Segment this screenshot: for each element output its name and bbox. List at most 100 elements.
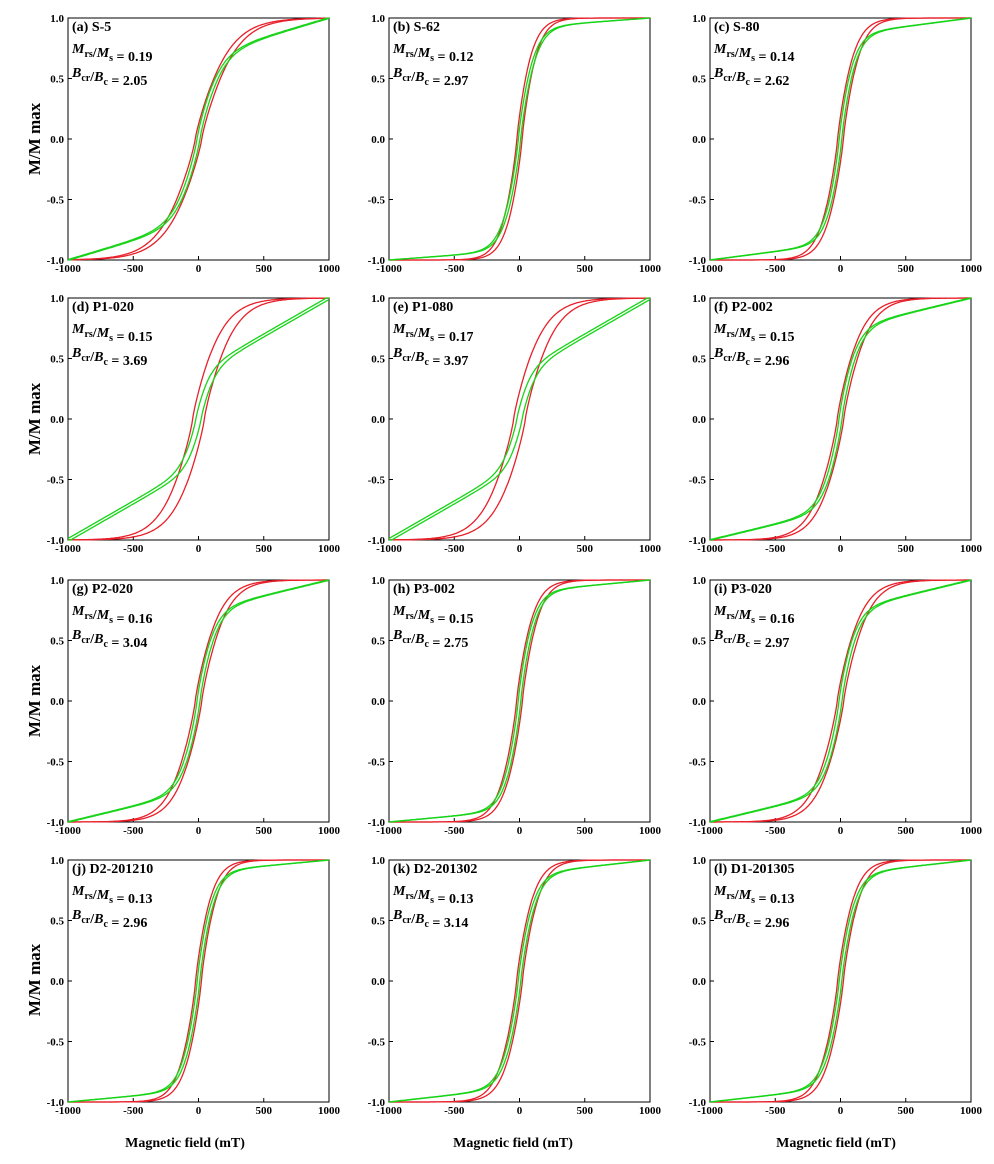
x-tick-label: 1000 [960,263,983,275]
bcr-bc-ratio: Bcr/Bc = 3.04 [71,628,147,651]
x-tick-label: 1000 [960,825,983,837]
y-tick-label: 0.0 [50,134,64,146]
mrs-ms-ratio: Mrs/Ms = 0.13 [71,884,153,907]
y-tick-label: -1.0 [47,255,65,267]
panel-10: -1000 -500 0 500 1000 -1.0 -0.5 0.0 0.5 1.0 (j) D2… [47,855,341,1117]
x-tick-label: -500 [444,263,465,275]
x-tick-label: 1000 [318,1105,341,1117]
y-axis-label-row-2: M/M max [25,382,44,455]
panel-12: -1000 -500 0 500 1000 -1.0 -0.5 0.0 0.5 1.0 (l) D1… [689,855,983,1117]
bcr-bc-ratio: Bcr/Bc = 3.69 [71,346,147,369]
panel-title: (h) P3-002 [393,582,455,597]
bcr-bc-ratio: Bcr/Bc = 2.96 [71,908,147,931]
x-tick-label: 500 [256,1105,273,1117]
x-tick-label: 0 [517,825,523,837]
induced-branch-lower [68,17,330,261]
x-tick-label: 0 [838,825,844,837]
x-tick-label: 500 [256,825,273,837]
mrs-ms-ratio: Mrs/Ms = 0.13 [713,884,795,907]
y-tick-label: 0.0 [692,976,706,988]
bcr-bc-ratio: Bcr/Bc = 2.96 [713,346,789,369]
y-tick-label: -1.0 [47,817,65,829]
mrs-ms-ratio: Mrs/Ms = 0.19 [71,42,153,65]
induced-branch-lower [68,859,330,1103]
bcr-bc-ratio: Bcr/Bc = 2.75 [392,628,468,651]
panel-2: -1000 -500 0 500 1000 -1.0 -0.5 0.0 0.5 1.0 (b) S-… [368,13,662,275]
y-tick-label: 0.0 [50,976,64,988]
x-tick-label: -500 [123,543,144,555]
mrs-ms-ratio: Mrs/Ms = 0.16 [713,604,795,627]
induced-branch-upper [388,297,650,540]
y-tick-label: -0.5 [47,757,65,769]
x-tick-label: 1000 [318,263,341,275]
x-tick-label: -1000 [55,1105,81,1117]
x-tick-label: -1000 [376,1105,402,1117]
hysteresis-branch-lower [68,297,329,541]
induced-branch-lower [710,579,972,823]
mrs-ms-ratio: Mrs/Ms = 0.14 [713,42,795,65]
mrs-ms-ratio: Mrs/Ms = 0.15 [713,322,795,345]
x-tick-label: 0 [517,263,523,275]
x-tick-label: 500 [577,543,594,555]
x-tick-label: 1000 [960,543,983,555]
y-tick-label: 0.0 [692,414,706,426]
x-tick-label: -1000 [55,825,81,837]
y-tick-label: -0.5 [689,1037,707,1049]
y-tick-label: 1.0 [50,575,64,587]
y-tick-label: 0.5 [692,916,706,928]
panel-9: -1000 -500 0 500 1000 -1.0 -0.5 0.0 0.5 1.0 (i) P3… [689,575,983,837]
mrs-ms-ratio: Mrs/Ms = 0.15 [71,322,153,345]
bcr-bc-ratio: Bcr/Bc = 3.97 [392,346,468,369]
bcr-bc-ratio: Bcr/Bc = 3.14 [392,908,468,931]
x-tick-label: 0 [196,543,202,555]
x-axis-label-col-3: Magnetic field (mT) [776,1136,896,1151]
induced-branch-lower [710,297,972,541]
y-tick-label: 1.0 [50,293,64,305]
panel-6: -1000 -500 0 500 1000 -1.0 -0.5 0.0 0.5 1.0 (f) P2… [689,293,983,555]
bcr-bc-ratio: Bcr/Bc = 2.05 [71,66,147,89]
y-axis-label-row-3: M/M max [25,664,44,737]
panel-title: (k) D2-201302 [393,862,477,877]
panel-5: -1000 -500 0 500 1000 -1.0 -0.5 0.0 0.5 1.0 (e) P1… [368,293,662,555]
panel-11: -1000 -500 0 500 1000 -1.0 -0.5 0.0 0.5 1.0 (k) D2… [368,855,662,1117]
y-tick-label: 0.0 [371,976,385,988]
induced-branch-lower [389,859,651,1103]
y-axis-label-row-1: M/M max [25,102,44,175]
hysteresis-branch-lower [389,17,650,261]
y-tick-label: 0.5 [692,354,706,366]
mrs-ms-ratio: Mrs/Ms = 0.13 [392,884,474,907]
y-tick-label: 0.0 [50,414,64,426]
mrs-ms-ratio: Mrs/Ms = 0.17 [392,322,474,345]
x-tick-label: -1000 [697,825,723,837]
x-tick-label: -500 [123,825,144,837]
y-tick-label: 1.0 [692,293,706,305]
induced-branch-lower [389,298,651,541]
bcr-bc-ratio: Bcr/Bc = 2.96 [713,908,789,931]
bcr-bc-ratio: Bcr/Bc = 2.97 [713,628,789,651]
hysteresis-branch-lower [710,579,971,823]
hysteresis-branch-upper [68,17,329,261]
x-tick-label: -500 [765,825,786,837]
x-tick-label: -500 [765,1105,786,1117]
hysteresis-branch-lower [389,859,650,1103]
x-tick-label: -500 [444,825,465,837]
x-tick-label: -500 [123,263,144,275]
induced-branch-lower [389,17,651,261]
panel-title: (a) S-5 [72,20,111,35]
x-tick-label: -500 [444,1105,465,1117]
y-tick-label: 1.0 [692,575,706,587]
induced-branch-lower [710,17,972,261]
x-tick-label: 1000 [639,825,662,837]
y-tick-label: 1.0 [50,855,64,867]
hysteresis-branch-upper [389,297,650,541]
x-tick-label: 0 [196,1105,202,1117]
x-tick-label: 1000 [318,543,341,555]
y-tick-label: 0.5 [50,636,64,648]
induced-branch-lower [710,859,972,1103]
induced-branch-lower [389,579,651,823]
y-tick-label: 0.0 [692,134,706,146]
y-tick-label: 1.0 [692,855,706,867]
x-tick-label: 500 [577,825,594,837]
x-tick-label: 500 [256,543,273,555]
y-tick-label: -0.5 [689,195,707,207]
